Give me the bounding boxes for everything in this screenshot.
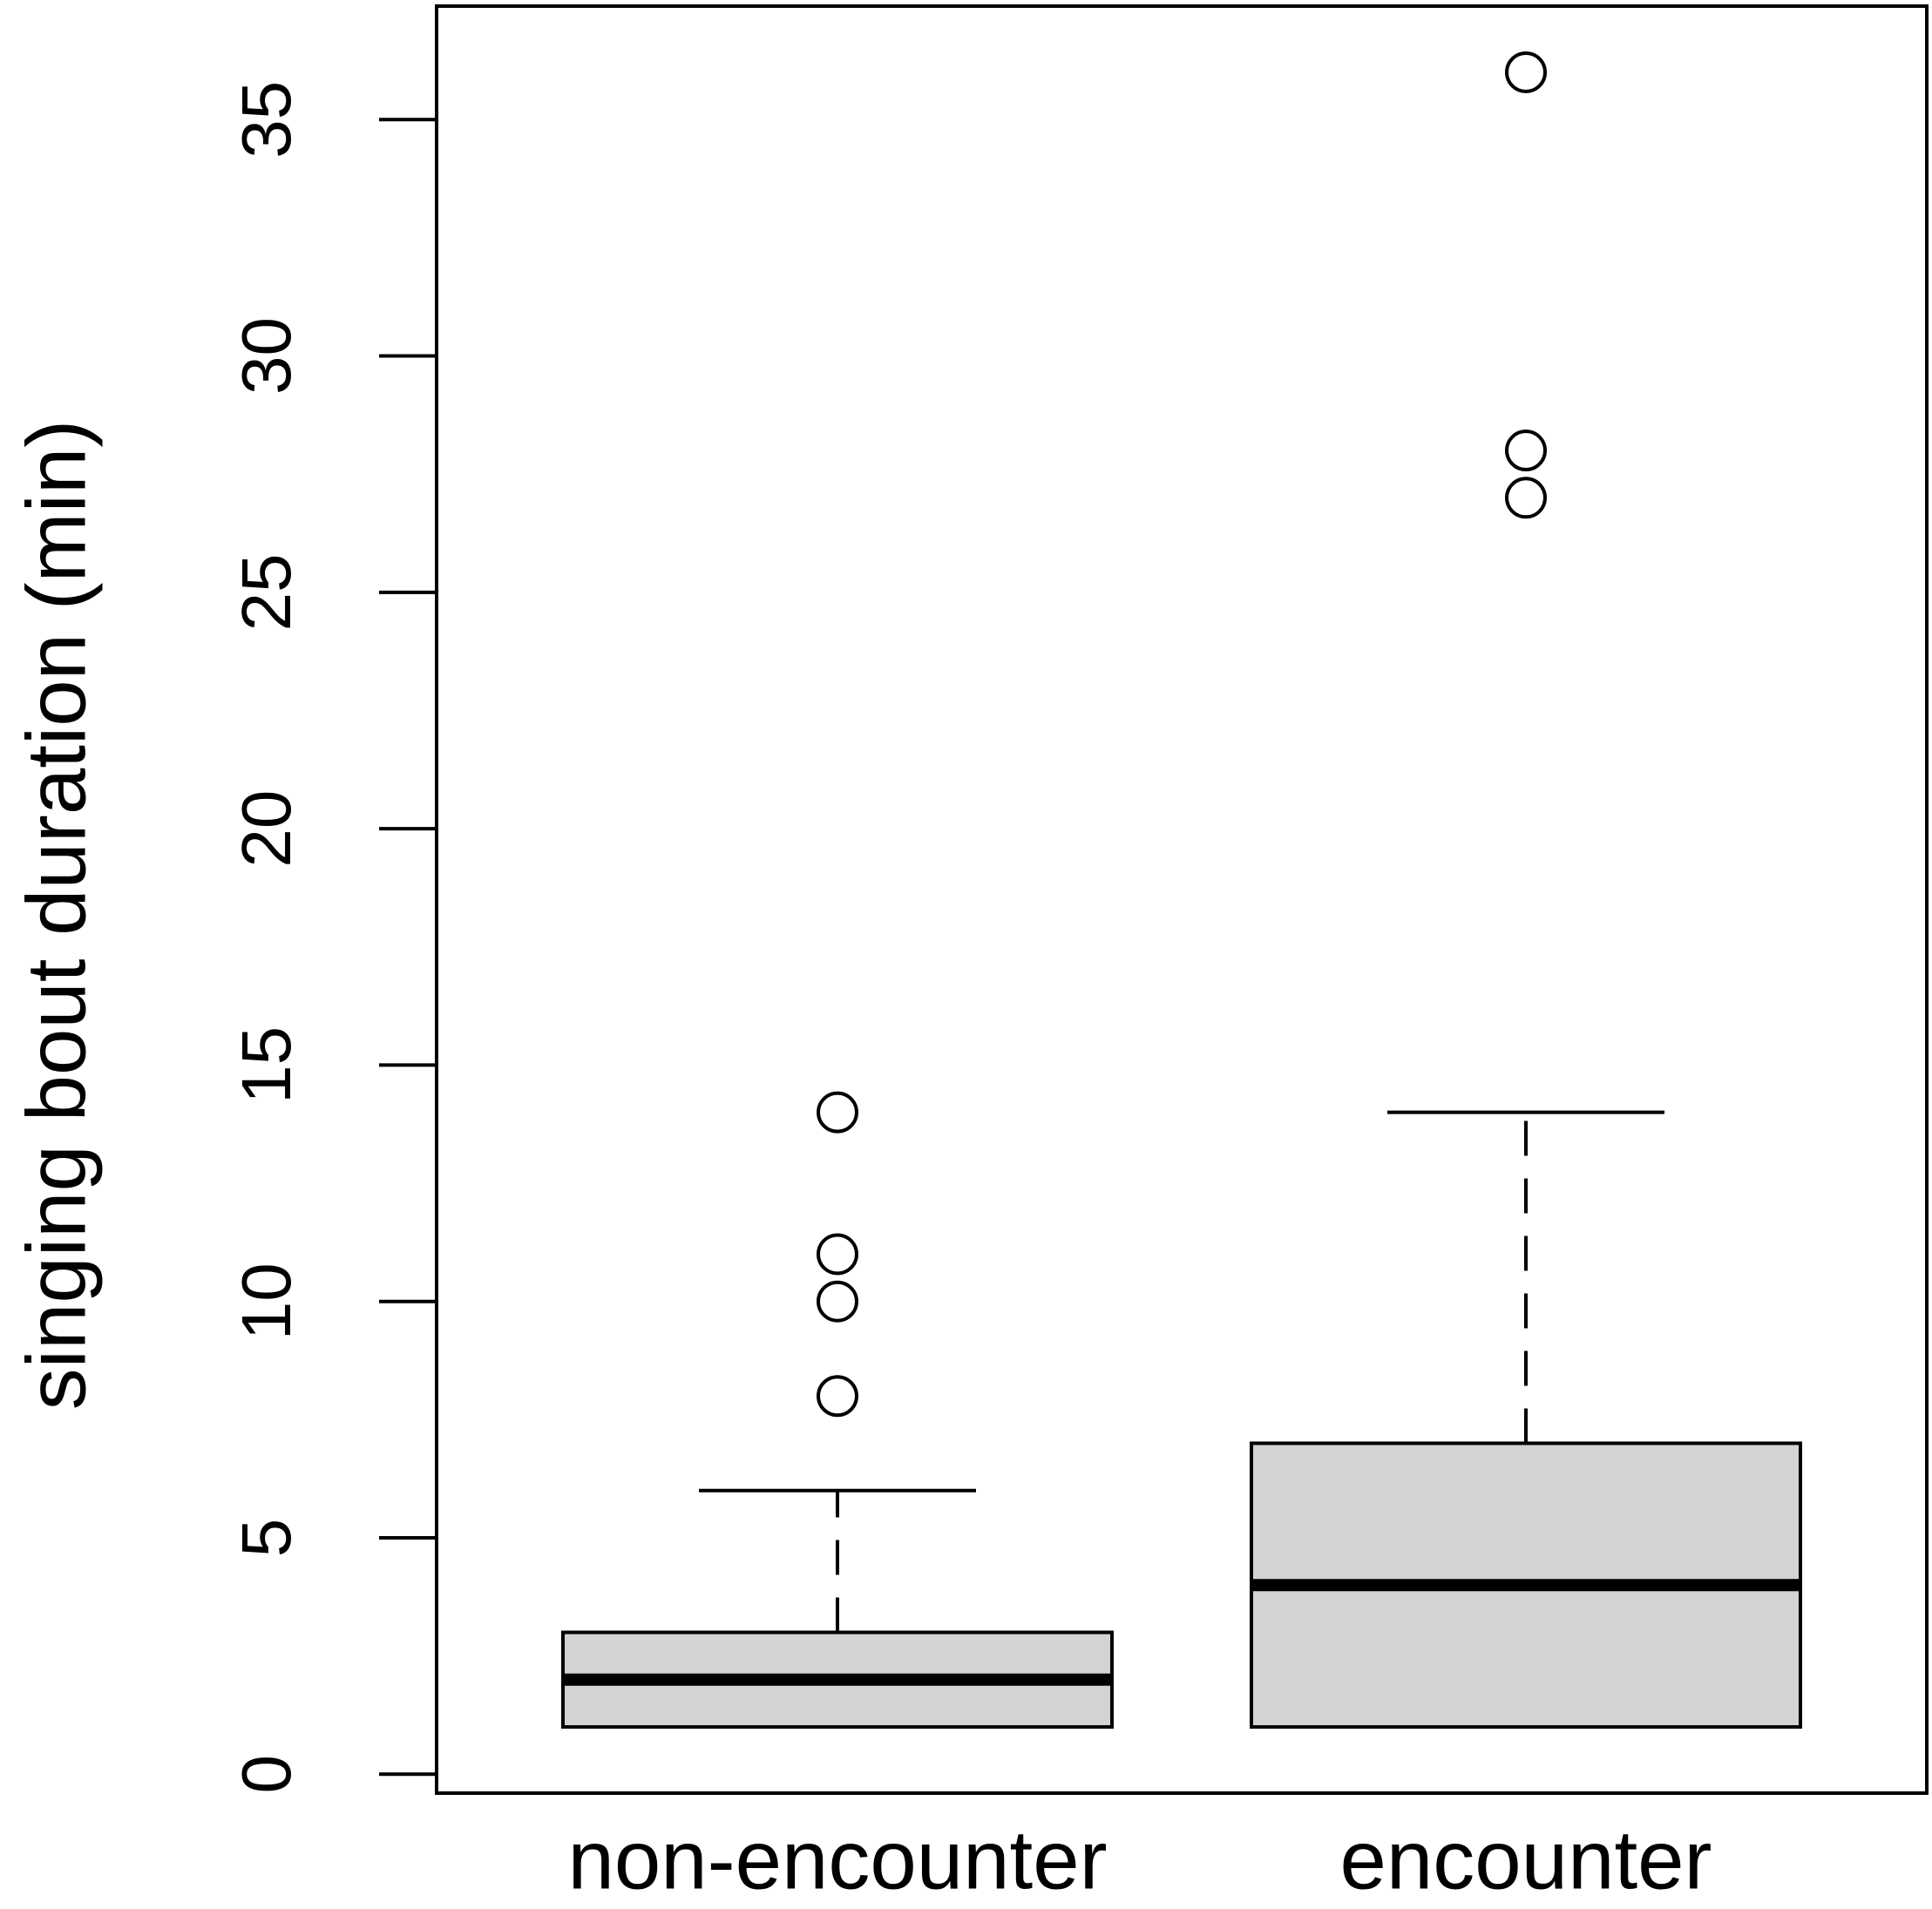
y-tick-label: 25 (227, 553, 305, 631)
outlier (817, 1280, 858, 1323)
y-axis-label: singing bout duration (min) (10, 420, 103, 1411)
x-tick-label: non-encounter (567, 1813, 1107, 1906)
y-tick-label: 20 (227, 790, 305, 868)
y-tick-label: 35 (227, 81, 305, 159)
y-tick-label: 30 (227, 317, 305, 395)
y-tick-label: 10 (227, 1263, 305, 1340)
x-tick-label: encounter (1340, 1813, 1712, 1906)
outlier (817, 1375, 858, 1418)
y-tick-label: 0 (227, 1755, 305, 1794)
y-tick-label: 15 (227, 1026, 305, 1104)
outlier (1505, 51, 1547, 93)
plot-frame (435, 4, 1929, 1795)
outlier (1505, 477, 1547, 519)
outlier (817, 1233, 858, 1276)
y-tick-label: 5 (227, 1519, 305, 1558)
outlier (1505, 430, 1547, 472)
outlier (817, 1091, 858, 1134)
